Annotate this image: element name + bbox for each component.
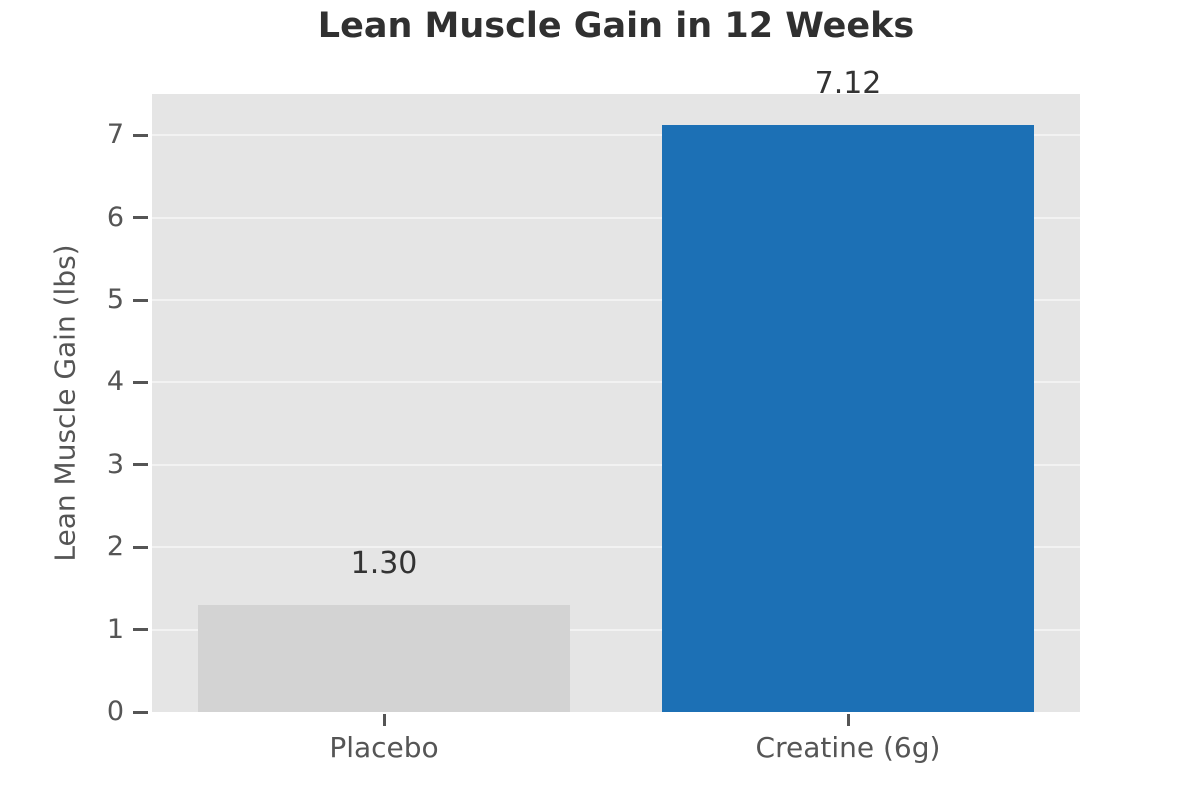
x-tick-label: Placebo: [329, 731, 439, 764]
plot-area: 1.30 7.12: [152, 66, 1080, 712]
y-tick-label: 2: [106, 531, 124, 563]
gridline: [152, 216, 1080, 219]
y-tick-label: 6: [106, 201, 124, 233]
bar-creatine-6g: [662, 125, 1034, 712]
y-tick-label: 5: [106, 284, 124, 315]
gridline: [152, 463, 1080, 466]
x-tick-label: Creatine (6g): [755, 731, 941, 764]
y-tick-label: 0: [106, 696, 124, 727]
y-tick-mark: [133, 298, 148, 302]
x-tick-mark: [846, 714, 850, 726]
bar-placebo: [198, 604, 570, 712]
y-tick-label: 1: [106, 613, 124, 645]
y-tick-mark: [133, 133, 148, 137]
x-tick-mark: [382, 714, 386, 726]
y-tick-mark: [133, 710, 148, 714]
y-tick-label: 3: [106, 448, 124, 480]
y-tick-label: 4: [106, 366, 124, 398]
gridline: [152, 628, 1080, 631]
y-tick-mark: [133, 545, 148, 549]
y-tick-label: 7: [106, 119, 124, 151]
bar-value-label: 7.12: [814, 66, 882, 102]
gridline: [152, 299, 1080, 301]
y-tick-mark: [133, 380, 148, 384]
y-tick-mark: [133, 628, 148, 632]
y-tick-mark: [133, 216, 148, 220]
gridline: [152, 381, 1080, 384]
gridline: [152, 134, 1080, 137]
gridline: [152, 546, 1080, 549]
chart-title: Lean Muscle Gain in 12 Weeks: [317, 6, 915, 46]
y-tick-mark: [133, 463, 148, 467]
bar-value-label: 1.30: [350, 545, 418, 581]
